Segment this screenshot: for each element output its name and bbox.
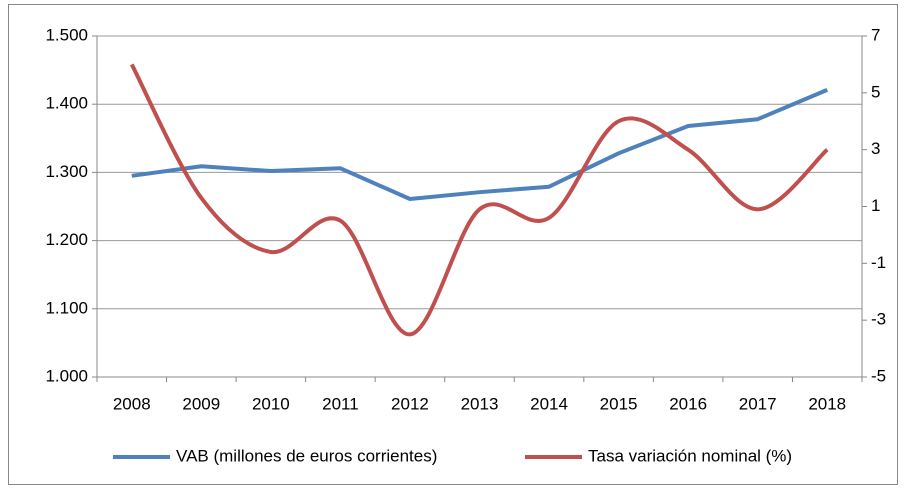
x-tick-label: 2012 <box>391 394 429 413</box>
y-tick-label: 1.500 <box>45 25 88 44</box>
chart-frame <box>8 4 898 485</box>
x-tick-label: 2010 <box>252 394 290 413</box>
x-tick-label: 2009 <box>182 394 220 413</box>
x-tick-label: 2015 <box>600 394 638 413</box>
y-tick-label: 1.000 <box>45 366 88 385</box>
y2-tick-label: -5 <box>871 366 886 385</box>
x-tick-label: 2013 <box>461 394 499 413</box>
y-tick-label: 1.100 <box>45 298 88 317</box>
y2-tick-label: 5 <box>871 82 880 101</box>
x-tick-label: 2011 <box>322 394 359 413</box>
y2-tick-label: 7 <box>871 25 880 44</box>
y2-tick-label: 3 <box>871 139 880 158</box>
y-tick-label: 1.300 <box>45 162 88 181</box>
x-tick-label: 2008 <box>113 394 151 413</box>
legend-label: VAB (millones de euros corrientes) <box>176 446 437 465</box>
series-line <box>129 63 829 337</box>
legend-label: Tasa variación nominal (%) <box>588 446 792 465</box>
y-tick-label: 1.200 <box>45 230 88 249</box>
y2-tick-label: -3 <box>871 310 886 329</box>
y-tick-label: 1.400 <box>45 94 88 113</box>
series-line <box>131 88 829 201</box>
x-tick-label: 2018 <box>808 394 846 413</box>
x-tick-label: 2016 <box>669 394 707 413</box>
x-tick-label: 2017 <box>739 394 777 413</box>
y2-tick-label: -1 <box>871 253 886 272</box>
y2-tick-label: 1 <box>871 196 880 215</box>
x-tick-label: 2014 <box>530 394 568 413</box>
